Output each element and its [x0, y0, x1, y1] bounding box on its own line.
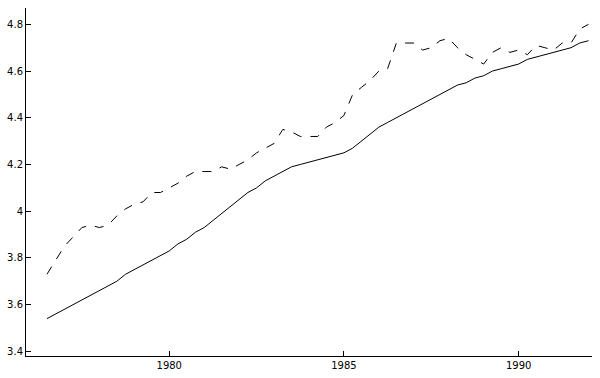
svg-text:4.8: 4.8	[7, 19, 23, 30]
svg-text:4.4: 4.4	[7, 112, 23, 123]
svg-text:3.8: 3.8	[7, 252, 23, 263]
svg-text:4: 4	[17, 206, 23, 217]
svg-text:1985: 1985	[331, 360, 356, 371]
svg-text:4.2: 4.2	[7, 159, 23, 170]
svg-text:1990: 1990	[506, 360, 531, 371]
svg-text:3.4: 3.4	[7, 346, 23, 357]
svg-text:4.6: 4.6	[7, 66, 23, 77]
svg-text:3.6: 3.6	[7, 299, 23, 310]
svg-text:1980: 1980	[157, 360, 182, 371]
